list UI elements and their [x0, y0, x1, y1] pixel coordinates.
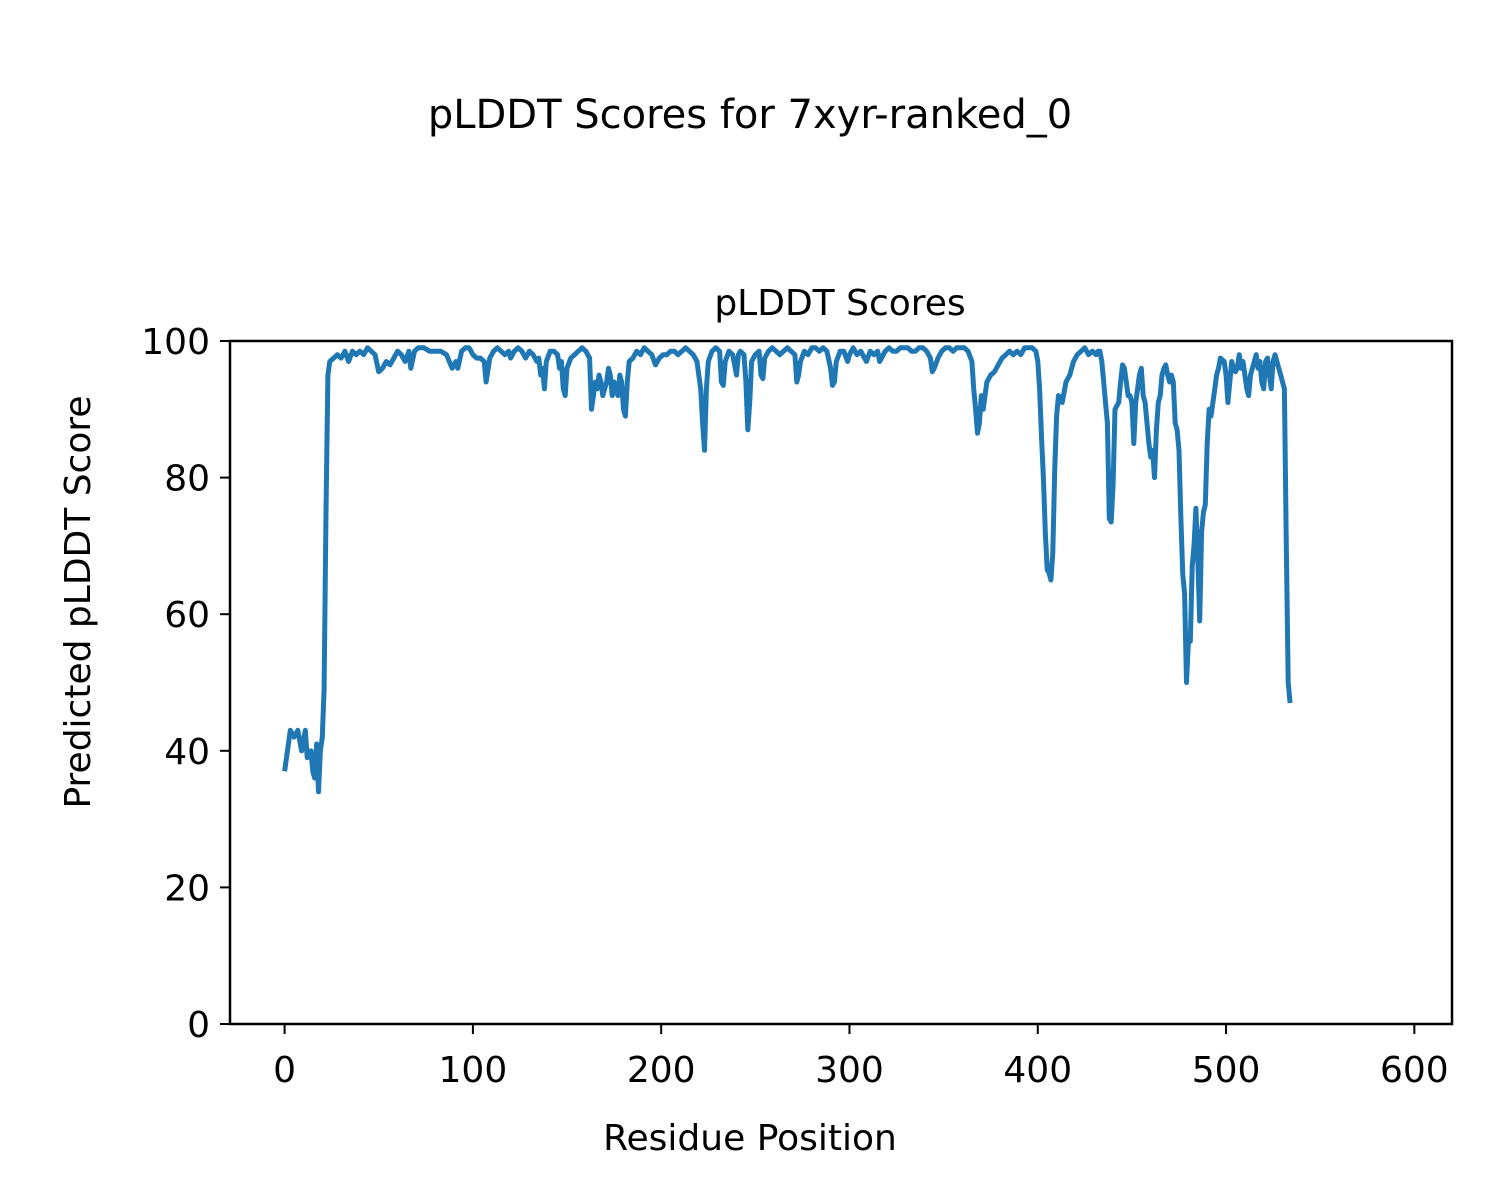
x-tick-label: 0	[273, 1050, 296, 1091]
x-tick-label: 100	[439, 1050, 508, 1091]
y-tick-label: 100	[141, 322, 210, 363]
y-axis-label: Predicted pLDDT Score	[58, 395, 99, 808]
chart-title: pLDDT Scores	[714, 283, 965, 324]
y-tick-label: 0	[187, 1005, 210, 1046]
plot-series-layer	[282, 345, 1293, 795]
y-tick-label: 80	[164, 459, 210, 500]
x-tick-label: 300	[815, 1050, 884, 1091]
figure-suptitle: pLDDT Scores for 7xyr-ranked_0	[427, 92, 1073, 138]
y-tick-label: 20	[164, 868, 210, 909]
x-axis: 0 100 200 300 400 500 600	[273, 1024, 1449, 1091]
y-axis: 0 20 40 60 80 100	[141, 322, 230, 1046]
y-tick-label: 60	[164, 595, 210, 636]
x-tick-label: 400	[1003, 1050, 1072, 1091]
x-tick-label: 500	[1192, 1050, 1261, 1091]
plot-frame	[228, 339, 1454, 1026]
x-tick-label: 600	[1380, 1050, 1449, 1091]
series-line	[282, 345, 1293, 795]
x-tick-label: 200	[627, 1050, 696, 1091]
x-axis-label: Residue Position	[603, 1118, 897, 1159]
y-tick-label: 40	[164, 732, 210, 773]
